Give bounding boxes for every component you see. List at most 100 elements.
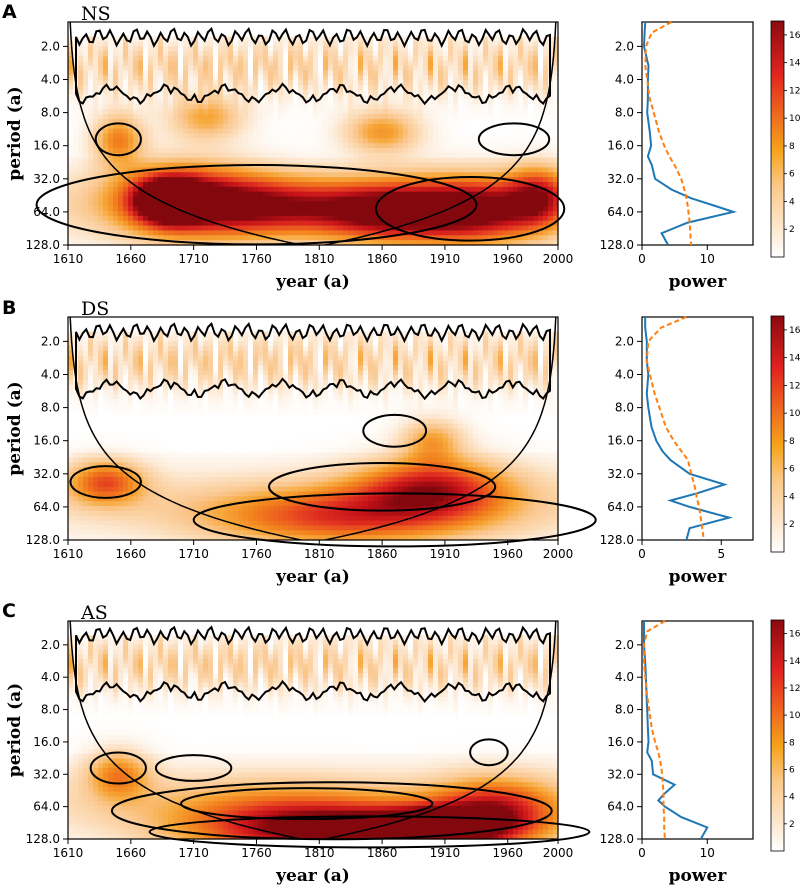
power-cell [373, 317, 379, 323]
power-cell [398, 235, 404, 241]
power-cell [188, 196, 194, 202]
power-cell [293, 230, 299, 236]
power-cell [303, 152, 309, 159]
power-cell [73, 22, 79, 28]
power-cell [213, 104, 219, 110]
power-cell [268, 46, 274, 52]
power-cell [98, 225, 104, 232]
power-cell [513, 75, 519, 81]
power-cell [548, 138, 554, 144]
power-cell [398, 326, 404, 333]
power-cell [123, 104, 129, 110]
power-cell [453, 133, 459, 139]
power-cell [408, 172, 414, 178]
power-cell [288, 152, 294, 159]
power-cell [213, 230, 219, 236]
power-cell [78, 138, 84, 144]
power-cell [178, 26, 184, 33]
power-cell [208, 181, 214, 188]
power-cell [378, 109, 384, 115]
power-cell [528, 162, 534, 169]
power-cell [248, 206, 254, 212]
power-cell [118, 201, 124, 207]
power-cell [503, 26, 509, 33]
power-cell [288, 220, 294, 227]
power-cell [443, 186, 449, 193]
power-cell [553, 167, 559, 173]
power-cell [468, 46, 474, 52]
power-cell [203, 41, 209, 47]
power-cell [548, 104, 554, 110]
power-cell [208, 128, 214, 135]
power-cell [468, 104, 474, 110]
power-cell [268, 148, 274, 154]
power-cell [418, 104, 424, 110]
power-cell [523, 240, 529, 246]
power-cell [528, 55, 534, 62]
power-cell [218, 201, 224, 207]
power-cell [233, 104, 239, 110]
power-cell [153, 60, 159, 67]
power-cell [258, 321, 264, 328]
power-cell [538, 172, 544, 178]
power-cell [348, 46, 354, 52]
power-cell [483, 138, 489, 144]
power-cell [543, 46, 549, 52]
power-cell [523, 80, 529, 86]
power-cell [408, 60, 414, 67]
power-cell [368, 191, 374, 198]
power-cell [303, 60, 309, 67]
power-cell [248, 148, 254, 154]
power-cell [448, 89, 454, 96]
power-cell [433, 133, 439, 139]
power-cell [483, 235, 489, 241]
power-cell [258, 157, 264, 164]
power-cell [448, 70, 454, 76]
power-cell [133, 36, 139, 42]
power-cell [443, 201, 449, 207]
power-cell [118, 26, 124, 33]
power-cell [193, 172, 199, 178]
power-cell [123, 26, 129, 33]
power-cell [248, 211, 254, 217]
power-cell [178, 225, 184, 232]
power-cell [493, 46, 499, 52]
power-cell [528, 65, 534, 72]
power-cell [533, 172, 539, 178]
power-cell [303, 177, 309, 183]
power-cell [403, 114, 409, 120]
power-cell [458, 152, 464, 159]
power-cell [363, 36, 369, 42]
power-cell [253, 89, 259, 96]
power-cell [133, 215, 139, 222]
power-cell [363, 46, 369, 52]
power-cell [468, 138, 474, 144]
power-cell [273, 128, 279, 135]
power-cell [383, 51, 389, 57]
power-cell [138, 172, 144, 178]
power-cell [513, 99, 519, 106]
power-cell [353, 196, 359, 202]
power-cell [148, 70, 154, 76]
power-cell [523, 162, 529, 169]
power-cell [328, 22, 334, 28]
power-cell [243, 181, 249, 188]
power-cell [428, 148, 434, 154]
power-cell [253, 26, 259, 33]
power-cell [338, 109, 344, 115]
power-cell [333, 138, 339, 144]
power-cell [388, 41, 394, 47]
power-cell [128, 317, 134, 323]
power-cell [308, 36, 314, 42]
power-cell [533, 331, 539, 337]
power-cell [358, 157, 364, 164]
power-cell [283, 326, 289, 333]
power-cell [433, 26, 439, 33]
power-cell [508, 143, 514, 149]
power-cell [163, 51, 169, 57]
power-cell [398, 114, 404, 120]
power-cell [103, 31, 109, 38]
power-cell [493, 75, 499, 81]
power-cell [238, 177, 244, 183]
power-cell [363, 143, 369, 149]
